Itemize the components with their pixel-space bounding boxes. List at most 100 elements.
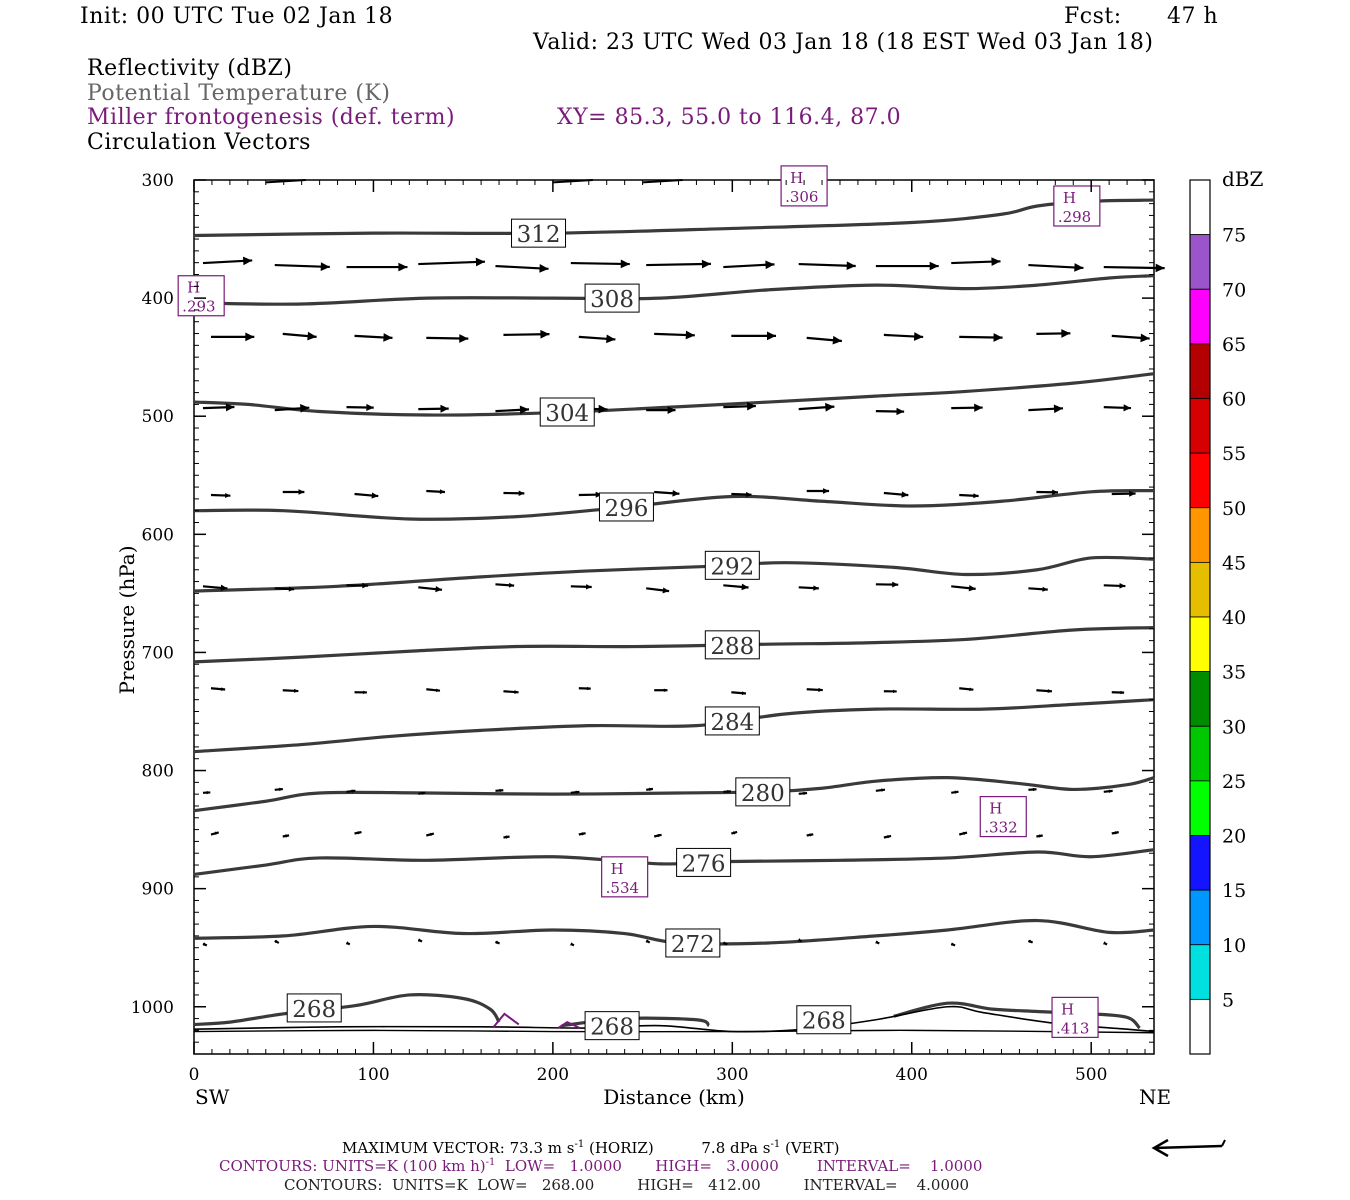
circulation-vector-head (896, 407, 905, 416)
circulation-vector-head (813, 585, 819, 591)
frontogenesis-max-value: .298 (1058, 208, 1091, 226)
circulation-vector-head (225, 403, 235, 412)
theta-label-268: 268 (590, 1015, 634, 1041)
circulation-vector-head (929, 261, 939, 271)
circulation-vector-head (1114, 831, 1119, 835)
circulation-vector-head (298, 489, 305, 495)
reference-vector-arrow-icon (1151, 1138, 1226, 1158)
circulation-vector-head (1061, 329, 1071, 338)
circulation-vector-head (746, 402, 756, 411)
theta-contour-312 (193, 198, 1155, 238)
colorbar-swatch (1189, 507, 1211, 563)
frontogenesis-max-value: .293 (182, 298, 215, 316)
colorbar-swatch (1189, 725, 1211, 782)
circulation-vector-head (383, 333, 393, 342)
circulation-vector-head (288, 586, 295, 592)
x-endpoint-ne: NE (1139, 1085, 1171, 1109)
colorbar-swatch (1189, 616, 1211, 673)
circulation-vector-head (803, 791, 808, 796)
circulation-vector-head (727, 789, 731, 794)
circulation-vector-head (279, 787, 283, 792)
surface-contour-line (193, 1029, 1155, 1034)
frontogenesis-max-value: .413 (1056, 1019, 1089, 1037)
x-tick-label: 300 (716, 1065, 748, 1085)
circulation-vector-head (1129, 490, 1136, 497)
circulation-vector-head (1103, 941, 1108, 945)
contours-frontogenesis-info: CONTOURS: UNITS=K (100 km h)-1 LOW= 1.00… (219, 1157, 982, 1175)
circulation-vector-head (366, 403, 374, 412)
y-tick-label: 900 (142, 880, 174, 900)
circulation-vector-head (701, 259, 711, 269)
contours1-units: CONTOURS: UNITS=K (100 km h) (219, 1157, 486, 1175)
circulation-vector-head (825, 402, 835, 412)
frontogenesis-max-box (1051, 996, 1099, 1038)
circulation-vector-head (954, 790, 959, 794)
circulation-vector-head (475, 257, 485, 267)
circulation-vector-head (1108, 789, 1113, 793)
colorbar-swatch (1189, 671, 1211, 727)
circulation-vector-head (667, 406, 676, 414)
y-tick-label: 300 (142, 171, 174, 191)
theta-label-272: 272 (671, 932, 715, 958)
circulation-vector-head (307, 331, 317, 341)
circulation-vector-head (575, 790, 580, 795)
frontogenesis-max-label: H (1061, 1000, 1074, 1018)
frontogenesis-max-label: H (790, 169, 803, 187)
theta-contour-268 (193, 993, 501, 1027)
theta-contour-288 (193, 626, 1155, 664)
circulation-vector-head (767, 331, 777, 341)
circulation-vector-head (439, 489, 445, 495)
circulation-vector-head (969, 687, 974, 692)
circulation-vector-head (518, 490, 525, 496)
theta-contour-308 (193, 274, 1155, 306)
circulation-vector-head (245, 332, 255, 342)
circulation-vector-head (1119, 583, 1126, 589)
x-tick-label: 100 (357, 1065, 389, 1085)
circulation-vector-head (1028, 939, 1033, 943)
colorbar-label: 75 (1222, 225, 1246, 247)
circulation-vector-head (519, 405, 530, 415)
circulation-vector-head (797, 938, 802, 942)
colorbar-label: 50 (1222, 498, 1246, 520)
circulation-vector-head (809, 833, 814, 837)
circulation-vector-head (320, 262, 330, 271)
circulation-vector-head (901, 491, 909, 498)
circulation-vector-head (672, 489, 680, 497)
circulation-vector-head (991, 257, 1001, 266)
frontogenesis-max-box (1053, 185, 1101, 227)
circulation-vector-head (993, 333, 1003, 342)
theta-label-288-box (704, 630, 760, 660)
theta-label-268: 268 (292, 997, 336, 1023)
circulation-vector-head (505, 835, 510, 839)
x-endpoint-sw: SW (195, 1085, 230, 1109)
theta-label-308-box (584, 283, 640, 313)
field-potential-temperature: Potential Temperature (K) (87, 81, 391, 106)
theta-contour-296 (193, 489, 1155, 521)
circulation-vector-head (973, 493, 979, 499)
circulation-vector (552, 179, 593, 184)
forecast-hour: 47 h (1167, 4, 1219, 29)
colorbar-label: 55 (1222, 443, 1246, 465)
circulation-vector-head (436, 688, 440, 693)
frontogenesis-max-label: H (989, 800, 1002, 818)
colorbar-swatch (1189, 452, 1211, 509)
circulation-vector-head (418, 938, 423, 942)
valid-time: Valid: 23 UTC Wed 03 Jan 18 (18 EST Wed … (533, 30, 1154, 55)
circulation-vector-head (1047, 688, 1052, 694)
theta-label-296: 296 (604, 496, 648, 522)
contours-theta-info: CONTOURS: UNITS=K LOW= 268.00 HIGH= 412.… (284, 1176, 970, 1194)
y-tick-label: 1000 (131, 998, 174, 1018)
max-vector-sup2: -1 (770, 1139, 781, 1150)
forecast-label: Fcst: (1064, 4, 1122, 29)
circulation-vector-head (202, 942, 207, 946)
theta-label-276-box (676, 847, 732, 877)
frontogenesis-max-value: .306 (785, 188, 818, 206)
circulation-vector-head (741, 691, 746, 696)
y-tick-label: 500 (142, 407, 174, 427)
frontogenesis-max-box (601, 856, 649, 898)
circulation-vector-head (951, 942, 956, 946)
circulation-vector-head (649, 787, 653, 792)
circulation-vector (1028, 263, 1084, 270)
circulation-vector-head (733, 831, 738, 835)
circulation-vector-head (1053, 404, 1064, 414)
